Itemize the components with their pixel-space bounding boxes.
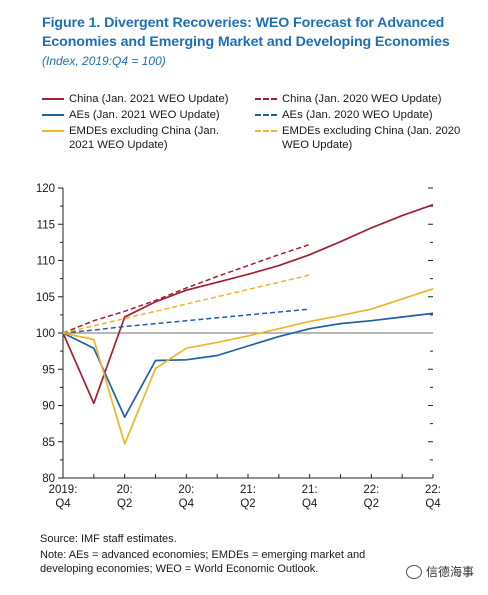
series-line-1 bbox=[62, 312, 434, 418]
series-line-0 bbox=[62, 203, 434, 405]
legend-label: EMDEs excluding China (Jan. 2020 WEO Upd… bbox=[282, 125, 461, 151]
x-tick-label: 20: bbox=[178, 484, 194, 496]
y-tick-label: 115 bbox=[37, 219, 55, 231]
y-tick-label: 90 bbox=[42, 401, 55, 413]
y-tick-label: 95 bbox=[42, 364, 55, 376]
x-tick-label: 21: bbox=[240, 484, 256, 496]
y-tick-label: 85 bbox=[42, 437, 55, 449]
legend-swatch bbox=[42, 98, 64, 100]
watermark: 信德海事 bbox=[405, 563, 474, 580]
legend-label: EMDEs excluding China (Jan. 2021 WEO Upd… bbox=[69, 125, 220, 151]
y-tick-label: 100 bbox=[36, 328, 55, 340]
x-tick-label: 2019: bbox=[49, 484, 78, 496]
x-tick-label: 21: bbox=[302, 484, 318, 496]
watermark-text: 信德海事 bbox=[425, 565, 474, 579]
legend-swatch bbox=[255, 114, 277, 116]
y-tick-label: 110 bbox=[37, 256, 55, 268]
note-text: Note: AEs = advanced economies; EMDEs = … bbox=[40, 549, 366, 575]
x-tick-label: 22: bbox=[363, 484, 379, 496]
legend-label: China (Jan. 2020 WEO Update) bbox=[282, 93, 442, 105]
x-tick-label: Q2 bbox=[117, 498, 132, 510]
legend-swatch bbox=[42, 114, 64, 116]
x-tick-label: 20: bbox=[117, 484, 133, 496]
series-line-4 bbox=[62, 308, 310, 334]
x-tick-label: Q4 bbox=[179, 498, 195, 510]
figure-subtitle: (Index, 2019:Q4 = 100) bbox=[42, 54, 166, 68]
y-tick-label: 120 bbox=[36, 183, 55, 195]
series-line-2 bbox=[62, 287, 434, 445]
y-tick-label: 105 bbox=[36, 292, 55, 304]
figure-title: Figure 1. Divergent Recoveries: WEO Fore… bbox=[42, 15, 450, 50]
x-tick-label: Q2 bbox=[364, 498, 379, 510]
legend-swatch bbox=[255, 130, 277, 132]
source-text: Source: IMF staff estimates. bbox=[40, 533, 177, 545]
legend-label: AEs (Jan. 2021 WEO Update) bbox=[69, 109, 220, 121]
x-tick-label: Q4 bbox=[302, 498, 318, 510]
series-line-5 bbox=[62, 274, 310, 334]
x-tick-label: Q4 bbox=[425, 498, 441, 510]
legend-swatch bbox=[255, 98, 277, 100]
legend: China (Jan. 2021 WEO Update) China (Jan.… bbox=[42, 92, 462, 156]
wechat-icon bbox=[405, 564, 422, 579]
series-line-3 bbox=[62, 243, 310, 334]
legend-label: China (Jan. 2021 WEO Update) bbox=[69, 93, 229, 105]
legend-swatch bbox=[42, 130, 64, 132]
line-chart: 80 85 90 95 100 105 110 115 120 2019: Q4 20: Q2 20: Q4… bbox=[36, 183, 441, 510]
x-tick-label: Q2 bbox=[240, 498, 255, 510]
x-tick-label: 22: bbox=[425, 484, 441, 496]
legend-label: AEs (Jan. 2020 WEO Update) bbox=[282, 109, 433, 121]
x-tick-label: Q4 bbox=[55, 498, 71, 510]
y-tick-label: 80 bbox=[42, 473, 55, 485]
